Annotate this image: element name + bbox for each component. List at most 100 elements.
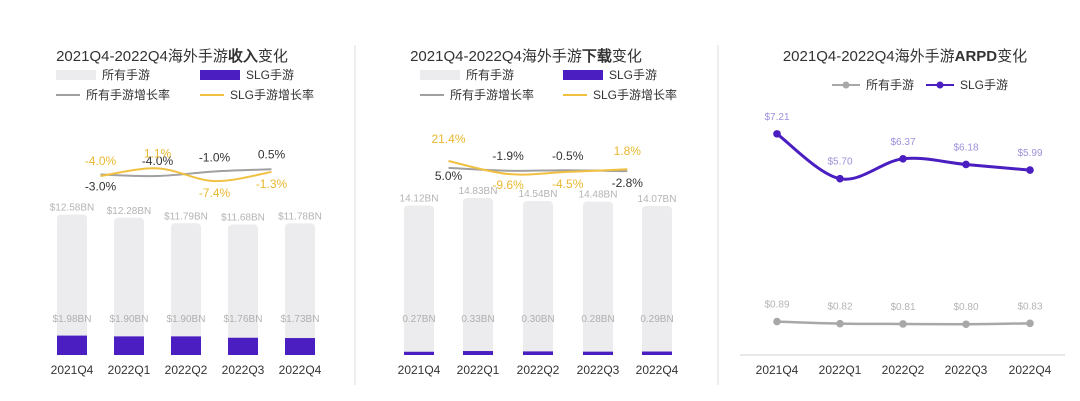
x-axis-tick-label: 2022Q1 — [108, 363, 151, 377]
slg-games-bar — [228, 337, 258, 355]
legend-swatch-slg — [200, 70, 240, 80]
total-games-bar — [285, 223, 315, 355]
slg-arpd-point — [899, 155, 907, 163]
x-axis-tick-label: 2022Q4 — [279, 363, 322, 377]
slg-arpd-point — [773, 130, 781, 138]
legend-label-total: 所有手游 — [466, 68, 514, 82]
total-arpd-point — [773, 317, 781, 326]
slg-arpd-value-label: $6.18 — [953, 142, 978, 153]
slg-arpd-point — [836, 174, 844, 183]
slg-games-bar — [523, 351, 553, 355]
slg-bar-value-label: 0.28BN — [581, 314, 614, 325]
slg-arpd-point — [962, 160, 970, 169]
total-games-bar — [523, 201, 553, 355]
legend-marker-slg — [936, 81, 944, 89]
slg-bar-value-label: 0.33BN — [461, 314, 494, 325]
slg-games-bar — [642, 351, 672, 355]
total-arpd-point — [836, 319, 844, 328]
total-bar-value-label: $11.79BN — [164, 211, 208, 222]
total-growth-label: -4.0% — [142, 154, 174, 168]
total-arpd-point — [1026, 319, 1034, 328]
slg-arpd-value-label: $7.21 — [764, 112, 789, 123]
total-arpd-point — [962, 320, 970, 329]
x-axis-tick-label: 2022Q4 — [636, 363, 679, 377]
x-axis-tick-label: 2022Q2 — [165, 363, 208, 377]
total-bar-value-label: 14.54BN — [519, 189, 558, 200]
total-growth-label: -3.0% — [85, 180, 117, 194]
legend-label-total-growth: 所有手游增长率 — [86, 87, 170, 102]
total-growth-label: -0.5% — [552, 149, 584, 163]
slg-bar-value-label: $1.98BN — [53, 314, 92, 325]
slg-growth-label: -4.5% — [552, 177, 584, 191]
arpd-title: 2021Q4-2022Q4海外手游ARPD变化 — [783, 48, 1027, 65]
total-bar-value-label: 14.48BN — [579, 190, 618, 201]
slg-growth-label: -9.6% — [492, 178, 524, 192]
total-arpd-point — [899, 320, 907, 328]
slg-arpd-value-label: $5.70 — [827, 157, 852, 168]
slg-growth-label: 1.1% — [144, 146, 172, 160]
slg-growth-line — [448, 160, 628, 176]
total-growth-label: -1.9% — [492, 149, 524, 163]
x-axis-tick-label: 2022Q2 — [882, 363, 925, 377]
total-games-bar — [583, 201, 613, 355]
total-games-bar — [642, 206, 672, 355]
total-growth-label: 0.5% — [258, 147, 286, 161]
slg-arpd-value-label: $6.37 — [890, 137, 915, 148]
legend-label-total-growth: 所有手游增长率 — [450, 87, 534, 102]
total-games-bar — [57, 214, 87, 355]
total-bar-value-label: $11.78BN — [278, 211, 322, 222]
total-bar-value-label: 14.83BN — [459, 186, 498, 197]
x-axis-tick-label: 2022Q3 — [222, 363, 265, 377]
legend-swatch-total — [420, 70, 460, 80]
total-games-bar — [404, 205, 434, 355]
legend-swatch-slg — [563, 70, 603, 80]
total-arpd-value-label: $0.80 — [953, 302, 978, 313]
legend-label-slg-growth: SLG手游增长率 — [593, 87, 677, 102]
x-axis-tick-label: 2021Q4 — [756, 363, 799, 377]
revenue-title: 2021Q4-2022Q4海外手游收入变化 — [56, 47, 288, 65]
slg-games-bar — [171, 336, 201, 355]
total-bar-value-label: 14.12BN — [400, 193, 439, 204]
slg-bar-value-label: $1.90BN — [110, 314, 149, 325]
slg-growth-label: 21.4% — [431, 132, 465, 146]
total-bar-value-label: 14.07BN — [638, 194, 677, 205]
x-axis-tick-label: 2022Q3 — [577, 363, 620, 377]
revenue-panel: 2021Q4-2022Q4海外手游收入变化 所有手游 SLG手游 所有手游增长率… — [50, 47, 322, 377]
download-plot: 14.12BN 0.27BN 2021Q4 14.83BN 0.33BN 2022Q1 14… — [398, 132, 679, 377]
legend-label-total: 所有手游 — [866, 78, 914, 92]
total-bar-value-label: $12.58BN — [50, 202, 94, 213]
total-games-bar — [463, 197, 493, 355]
legend-label-total: 所有手游 — [102, 68, 150, 82]
slg-growth-line — [100, 167, 272, 183]
legend-label-slg: SLG手游 — [246, 68, 294, 82]
total-games-bar — [114, 217, 144, 355]
slg-games-bar — [57, 335, 87, 355]
slg-games-bar — [463, 351, 493, 355]
arpd-panel: 2021Q4-2022Q4海外手游ARPD变化 所有手游 SLG手游 $7.21… — [740, 48, 1065, 377]
slg-bar-value-label: 0.27BN — [402, 314, 435, 325]
slg-games-bar — [285, 338, 315, 355]
x-axis-tick-label: 2022Q2 — [517, 363, 560, 377]
total-arpd-value-label: $0.89 — [764, 300, 789, 311]
total-bar-value-label: $11.68BN — [221, 213, 265, 224]
legend-label-slg: SLG手游 — [960, 78, 1008, 92]
slg-games-bar — [583, 351, 613, 355]
slg-arpd-point — [1026, 166, 1034, 174]
x-axis-tick-label: 2022Q4 — [1009, 363, 1052, 377]
slg-growth-label: -1.3% — [256, 177, 288, 191]
x-axis-tick-label: 2022Q1 — [819, 363, 862, 377]
slg-bar-value-label: $1.90BN — [167, 314, 206, 325]
total-growth-label: -1.0% — [199, 151, 231, 165]
x-axis-tick-label: 2021Q4 — [51, 363, 94, 377]
x-axis-tick-label: 2021Q4 — [398, 363, 441, 377]
total-games-bar — [228, 224, 258, 355]
revenue-plot: $12.58BN $1.98BN 2021Q4 $12.28BN $1.90BN 2022… — [50, 146, 322, 377]
slg-games-bar — [404, 351, 434, 355]
arpd-plot: $7.21 $5.70 $6.37 $6.18 $5.99 $0.89 $0.82 $0.81… — [740, 112, 1065, 377]
legend-label-slg: SLG手游 — [609, 68, 657, 82]
total-growth-label: 5.0% — [435, 169, 463, 183]
total-arpd-value-label: $0.82 — [827, 302, 852, 313]
total-games-bar — [171, 223, 201, 355]
